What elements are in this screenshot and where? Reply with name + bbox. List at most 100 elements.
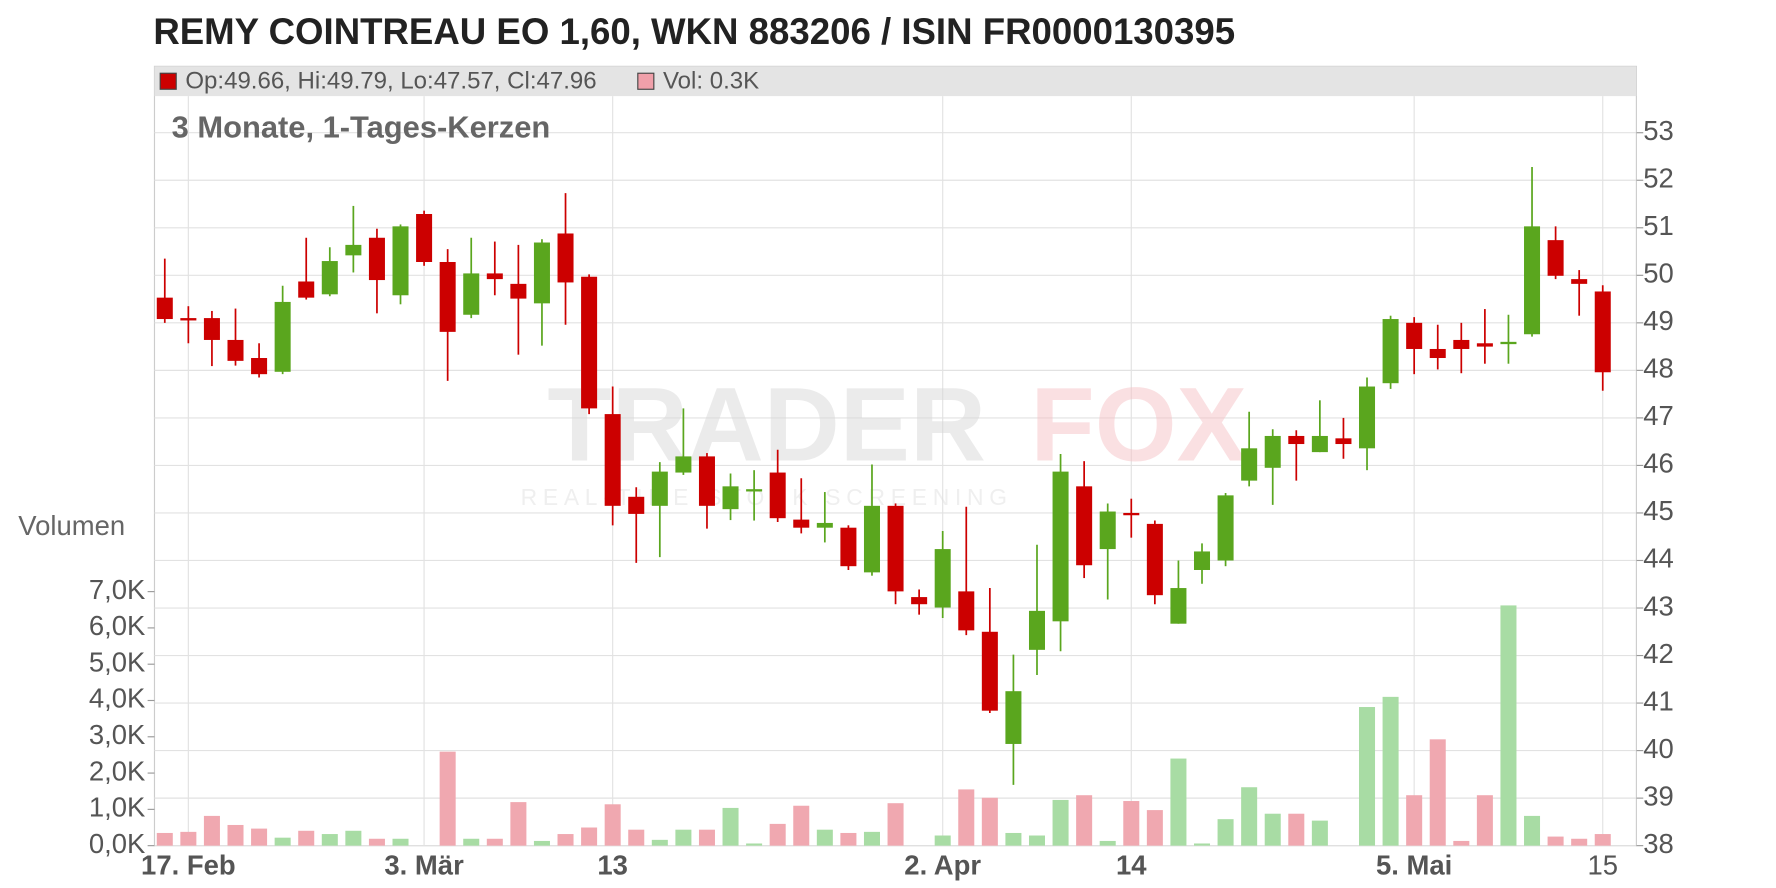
candle-body xyxy=(392,226,409,296)
volume-bar xyxy=(1594,834,1611,846)
volume-bar xyxy=(486,838,503,846)
candle-body xyxy=(746,489,763,492)
y-tick-label: 52 xyxy=(1643,163,1674,194)
candle-body xyxy=(227,339,244,361)
candle-body xyxy=(251,358,268,375)
candle-body xyxy=(156,297,173,320)
volume-bar xyxy=(1170,758,1187,846)
y2-tick-label: 1,0K xyxy=(89,792,145,823)
candle-body xyxy=(911,597,928,605)
volume-bar xyxy=(581,827,598,846)
volume-bar xyxy=(722,807,739,846)
y-tick-label: 47 xyxy=(1643,400,1674,431)
candle-body xyxy=(675,456,692,473)
volume-bar xyxy=(557,834,574,846)
volume-bar xyxy=(1524,815,1541,846)
candle-body xyxy=(345,244,362,256)
volume-bar xyxy=(1453,840,1470,846)
candle-body xyxy=(1594,291,1611,373)
candle-body xyxy=(1453,339,1470,349)
candle-body xyxy=(1264,435,1281,468)
candle-body xyxy=(934,549,951,608)
candle-body xyxy=(1052,471,1069,622)
candle-body xyxy=(1076,486,1093,566)
candle-body xyxy=(486,273,503,280)
volume-bar xyxy=(769,823,786,846)
watermark-sub: REAL-TIME STOCK SCREENING xyxy=(521,484,1013,510)
candle-body xyxy=(1217,495,1234,561)
y-tick-label: 39 xyxy=(1643,780,1674,811)
volume-bar xyxy=(1052,799,1069,846)
volume-bar xyxy=(274,837,291,846)
y-tick-label: 53 xyxy=(1643,115,1674,146)
legend-label: Op:49.66, Hi:49.79, Lo:47.57, Cl:47.96 xyxy=(185,68,596,95)
subtitle: 3 Monate, 1-Tages-Kerzen xyxy=(172,109,551,144)
legend-swatch xyxy=(637,72,655,90)
volume-bar xyxy=(887,803,904,846)
candle-body xyxy=(439,262,456,332)
volume-axis-label: Volumen xyxy=(18,510,125,541)
volume-bar xyxy=(958,789,975,846)
candle-body xyxy=(533,242,550,304)
volume-bar xyxy=(863,831,880,846)
chart-title: REMY COINTREAU EO 1,60, WKN 883206 / ISI… xyxy=(153,11,1235,52)
legend-swatch xyxy=(159,72,177,90)
candle-body xyxy=(1524,226,1541,335)
y-tick-label: 41 xyxy=(1643,685,1674,716)
volume-bar xyxy=(1288,813,1305,846)
y-tick-label: 40 xyxy=(1643,733,1674,764)
candle-body xyxy=(1193,551,1211,570)
candle-body xyxy=(1571,279,1588,284)
candle-body xyxy=(1123,512,1140,516)
candle-body xyxy=(1288,435,1305,445)
volume-bar xyxy=(604,804,621,846)
candle-body xyxy=(1146,523,1163,596)
candle-body xyxy=(1359,386,1376,449)
y2-tick-label: 0,0K xyxy=(89,828,145,859)
y2-tick-label: 6,0K xyxy=(89,610,145,641)
candle-body xyxy=(1311,435,1328,453)
candle-body xyxy=(1028,610,1046,650)
volume-bar xyxy=(746,843,763,846)
x-tick-label: 17. Feb xyxy=(141,850,236,881)
y2-tick-label: 3,0K xyxy=(89,719,145,750)
legend-label: Vol: 0.3K xyxy=(663,68,759,95)
volume-bar xyxy=(1547,836,1564,846)
candle-body xyxy=(840,527,857,567)
volume-bar xyxy=(651,839,668,846)
volume-bar xyxy=(368,838,385,846)
volume-bar xyxy=(1028,835,1046,846)
watermark: FOX xyxy=(1030,366,1246,483)
volume-bar xyxy=(934,835,951,846)
volume-bar xyxy=(698,829,715,846)
volume-bar xyxy=(1429,739,1446,846)
candle-body xyxy=(698,456,715,506)
volume-bar xyxy=(227,824,244,846)
y2-tick-label: 5,0K xyxy=(89,646,145,677)
candle-body xyxy=(1335,438,1352,445)
volume-bar xyxy=(1500,605,1517,846)
candle-body xyxy=(1382,319,1399,384)
volume-bar xyxy=(1359,707,1376,846)
volume-bar xyxy=(251,828,268,846)
volume-bar xyxy=(816,829,833,846)
volume-bar xyxy=(1076,795,1093,846)
volume-bar xyxy=(1241,787,1258,846)
volume-bar xyxy=(1217,819,1234,846)
candle-body xyxy=(416,213,433,263)
y-tick-label: 43 xyxy=(1643,590,1674,621)
candle-body xyxy=(604,414,621,506)
volume-bar xyxy=(533,840,550,846)
candle-body xyxy=(1547,240,1564,276)
volume-bar xyxy=(1476,795,1493,846)
volume-bar xyxy=(298,830,315,846)
candle-body xyxy=(321,261,338,295)
volume-bar xyxy=(1146,810,1163,846)
candle-body xyxy=(298,281,315,298)
y-tick-label: 46 xyxy=(1643,448,1674,479)
candle-body xyxy=(1500,341,1517,345)
volume-bar xyxy=(675,829,692,846)
candle-body xyxy=(180,318,197,321)
candle-body xyxy=(1170,588,1187,624)
